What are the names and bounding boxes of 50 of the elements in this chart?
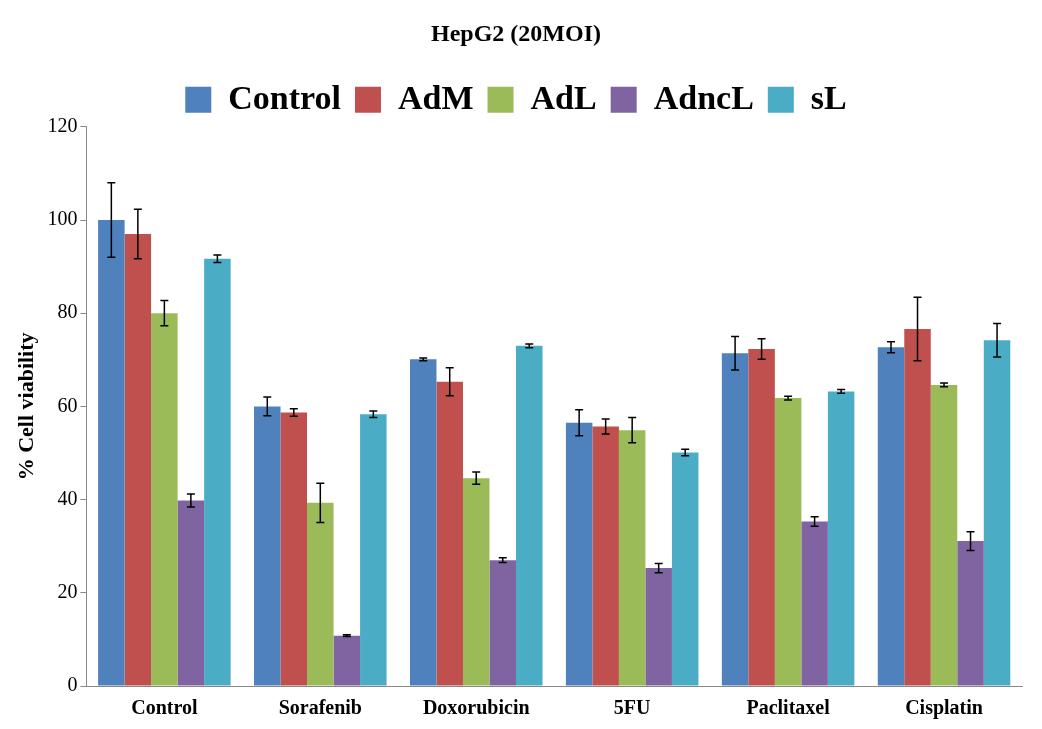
y-tick-label: 80 (57, 300, 78, 323)
y-tick-label: 40 (57, 486, 78, 509)
legend-label: sL (810, 78, 847, 116)
bar (151, 313, 178, 686)
legend-label: AdL (530, 78, 597, 116)
bar (436, 381, 463, 686)
bar (983, 340, 1011, 686)
bar (254, 406, 281, 686)
bar (462, 478, 490, 686)
bar (489, 560, 516, 686)
y-tick-label: 100 (47, 207, 78, 230)
bar (307, 502, 334, 686)
bar (360, 414, 387, 686)
bar (565, 422, 593, 686)
bar (280, 412, 308, 686)
bar (204, 258, 231, 686)
bar (98, 220, 125, 686)
y-axis-title: % Cell viability (12, 332, 38, 481)
bar (721, 353, 749, 686)
bar (957, 541, 984, 686)
bar (124, 233, 152, 686)
x-tick-label: Paclitaxel (746, 696, 831, 719)
y-tick-label: 0 (67, 673, 78, 696)
bar (904, 329, 931, 686)
chart-title: HepG2 (20MOI) (431, 19, 601, 46)
bar (671, 452, 699, 686)
legend-label: AdM (397, 78, 474, 116)
x-tick-label: Sorafenib (278, 696, 362, 719)
legend-label: Control (228, 78, 341, 116)
bar (409, 359, 437, 686)
bar (618, 430, 646, 686)
x-tick-label: 5FU (613, 696, 651, 719)
bar (801, 521, 828, 686)
bar (592, 426, 619, 686)
bar (177, 500, 205, 686)
bar (877, 347, 905, 686)
bar (516, 345, 543, 686)
x-tick-label: Cisplatin (905, 696, 983, 720)
y-tick-label: 60 (57, 393, 78, 416)
bar (333, 635, 361, 686)
legend-label: AdncL (653, 78, 754, 116)
bar (930, 384, 958, 686)
y-tick-label: 120 (47, 114, 78, 137)
x-tick-label: Control (131, 696, 198, 719)
bar (748, 349, 775, 686)
bar (645, 568, 672, 686)
y-tick-label: 20 (57, 580, 78, 603)
bar (774, 398, 802, 686)
bar (827, 391, 855, 686)
x-tick-label: Doxorubicin (422, 696, 530, 719)
